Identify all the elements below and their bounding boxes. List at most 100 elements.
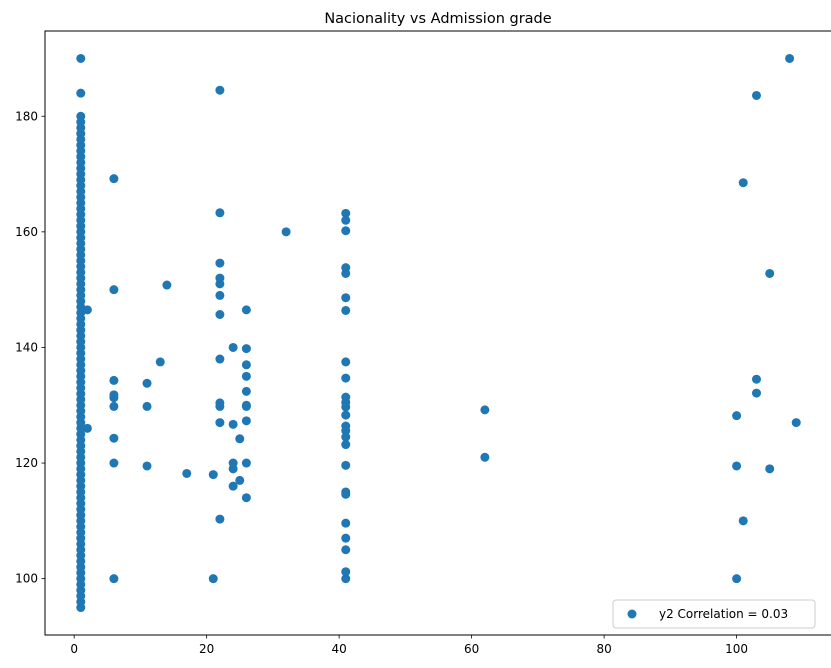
data-point xyxy=(751,388,761,398)
data-point xyxy=(281,227,291,237)
data-point xyxy=(341,392,351,402)
data-point xyxy=(341,215,351,225)
data-point xyxy=(241,400,251,410)
legend-box xyxy=(612,599,816,629)
data-point xyxy=(82,305,92,315)
data-point xyxy=(738,516,748,526)
data-point xyxy=(765,268,775,278)
data-point xyxy=(785,53,795,63)
data-point xyxy=(76,53,86,63)
data-point xyxy=(235,475,245,485)
data-point xyxy=(341,357,351,367)
data-point xyxy=(341,421,351,431)
x-axis: 0 20 40 60 80 100 xyxy=(70,635,748,656)
data-point xyxy=(215,354,225,364)
data-point xyxy=(341,567,351,577)
data-point xyxy=(215,290,225,300)
data-point xyxy=(162,280,172,290)
data-point xyxy=(738,178,748,188)
data-point xyxy=(341,208,351,218)
legend-label: y2 Correlation = 0.03 xyxy=(659,607,788,621)
data-point xyxy=(341,226,351,236)
data-point xyxy=(341,533,351,543)
data-point xyxy=(241,371,251,381)
data-point xyxy=(215,208,225,218)
legend-marker xyxy=(627,609,637,619)
data-point xyxy=(76,111,86,121)
data-point xyxy=(791,418,801,428)
data-point xyxy=(241,458,251,468)
data-point xyxy=(215,258,225,268)
data-point xyxy=(341,305,351,315)
data-point xyxy=(109,174,119,184)
data-point xyxy=(215,273,225,283)
x-tick-label: 20 xyxy=(199,642,214,656)
data-point xyxy=(142,401,152,411)
data-point xyxy=(82,423,92,433)
data-point xyxy=(228,419,238,429)
y-tick-label: 180 xyxy=(15,109,38,123)
data-point xyxy=(732,461,742,471)
data-point xyxy=(76,88,86,98)
data-point xyxy=(341,545,351,555)
x-tick-label: 100 xyxy=(725,642,748,656)
data-point xyxy=(480,452,490,462)
data-point xyxy=(155,357,165,367)
data-point xyxy=(109,390,119,400)
y-tick-label: 100 xyxy=(15,572,38,586)
data-point xyxy=(228,481,238,491)
data-point xyxy=(341,432,351,442)
data-point xyxy=(341,263,351,273)
data-point xyxy=(241,493,251,503)
y-tick-label: 160 xyxy=(15,225,38,239)
data-point xyxy=(142,378,152,388)
data-point xyxy=(109,433,119,443)
y-tick-label: 120 xyxy=(15,456,38,470)
y-axis: 100 120 140 160 180 xyxy=(15,109,45,586)
data-point xyxy=(341,460,351,470)
data-point xyxy=(109,458,119,468)
legend: y2 Correlation = 0.03 xyxy=(612,599,816,629)
x-tick-label: 60 xyxy=(464,642,479,656)
y-tick-label: 140 xyxy=(15,340,38,354)
data-point xyxy=(241,386,251,396)
data-point xyxy=(241,344,251,354)
data-point xyxy=(215,310,225,320)
data-point xyxy=(751,374,761,384)
data-point xyxy=(241,360,251,370)
chart-title: Nacionality vs Admission grade xyxy=(324,11,551,27)
data-point xyxy=(480,405,490,415)
data-point xyxy=(109,375,119,385)
data-point xyxy=(215,418,225,428)
data-point xyxy=(182,468,192,478)
data-point xyxy=(732,574,742,584)
x-tick-label: 40 xyxy=(331,642,346,656)
data-point xyxy=(109,285,119,295)
data-point xyxy=(341,440,351,450)
data-point xyxy=(341,518,351,528)
data-point xyxy=(765,464,775,474)
data-point xyxy=(341,293,351,303)
data-point xyxy=(241,416,251,426)
x-tick-label: 80 xyxy=(596,642,611,656)
data-point xyxy=(341,410,351,420)
data-point xyxy=(142,461,152,471)
data-point xyxy=(341,574,351,584)
data-point xyxy=(341,487,351,497)
data-point xyxy=(109,401,119,411)
data-point xyxy=(228,342,238,352)
data-point xyxy=(208,574,218,584)
data-point xyxy=(215,398,225,408)
data-point xyxy=(732,411,742,421)
data-point xyxy=(215,514,225,524)
data-point xyxy=(751,90,761,100)
data-point xyxy=(235,434,245,444)
plot-frame xyxy=(44,30,831,636)
data-point xyxy=(109,574,119,584)
x-tick-label: 0 xyxy=(70,642,78,656)
data-point xyxy=(215,85,225,95)
data-point xyxy=(208,470,218,480)
data-point xyxy=(341,373,351,383)
data-points xyxy=(76,53,801,613)
